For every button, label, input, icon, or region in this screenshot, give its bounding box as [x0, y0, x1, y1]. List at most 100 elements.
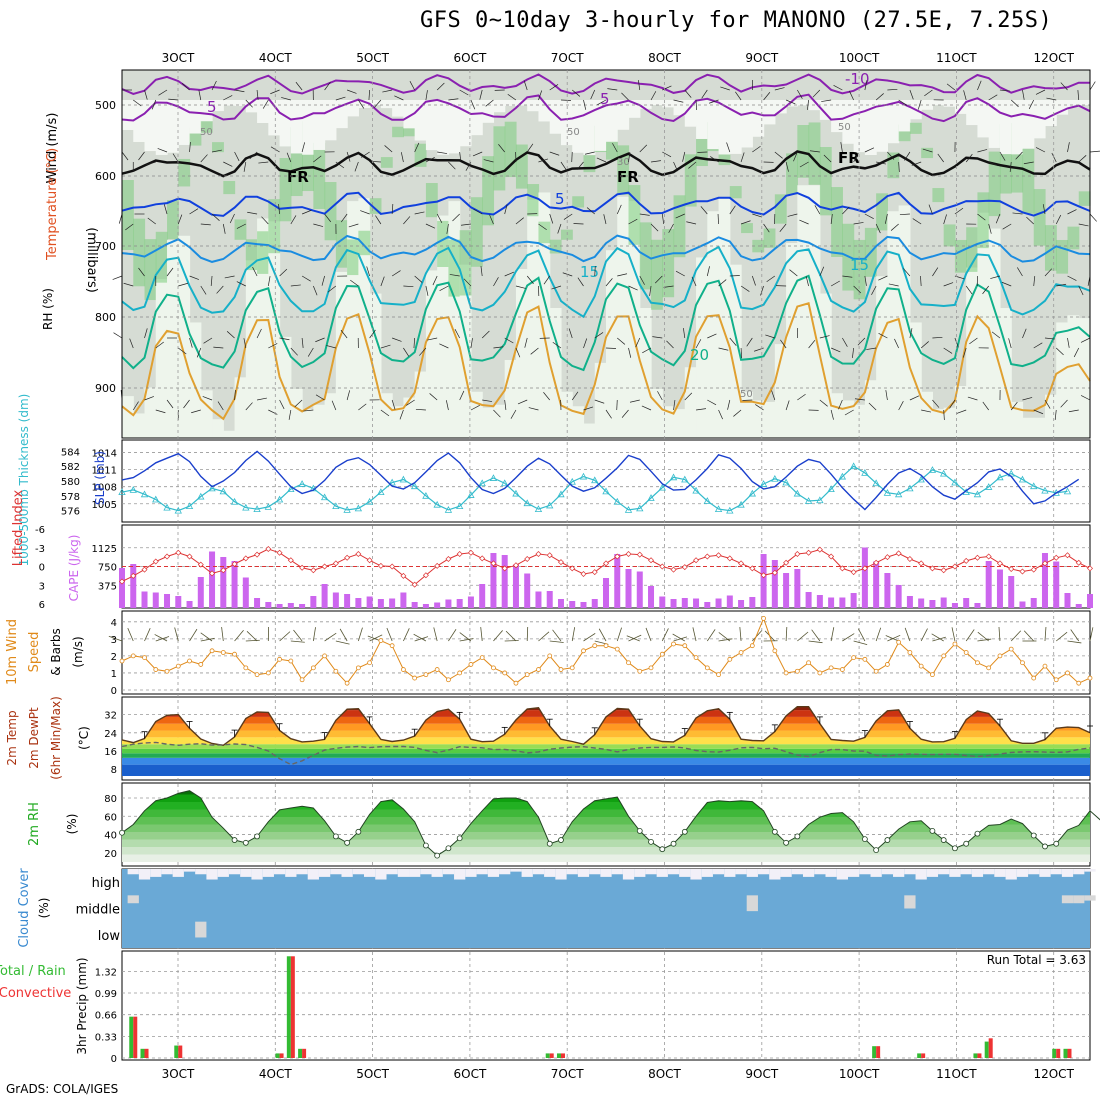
rh-plume [696, 257, 708, 438]
wind-barb [642, 347, 652, 354]
wind-speed-point [839, 667, 845, 672]
rh-upper [954, 100, 967, 114]
wind-barb [854, 398, 865, 401]
contour-label: 50 [567, 127, 580, 138]
cape-bar [546, 591, 553, 608]
wind-barb [538, 158, 549, 163]
cloud-clear-cell [341, 869, 353, 877]
rh-plume [1033, 417, 1046, 438]
rh-upper [752, 100, 765, 137]
temp-band [122, 706, 1090, 711]
wind-speed-point [873, 668, 879, 674]
rh-band [729, 186, 742, 199]
li-point [422, 572, 429, 579]
wind-speed-point [119, 658, 125, 664]
rh-upper [279, 100, 292, 147]
wind-speed-point [547, 653, 553, 659]
rh-upper [966, 100, 979, 126]
wind-speed-point [175, 663, 181, 669]
wind-barb [1080, 395, 1091, 401]
surface-wind-barb [583, 633, 596, 642]
rh-plume [459, 264, 472, 438]
wind-barb [203, 337, 213, 344]
wind-barb [563, 213, 573, 220]
rh-band [133, 218, 146, 287]
cloud-clear-cell [589, 869, 601, 875]
wind-speed-point [761, 616, 766, 621]
rh-band [358, 230, 371, 256]
cloud-clear-cell [881, 869, 894, 875]
cloud-clear-cell [352, 869, 364, 875]
cloud-clear-cell [926, 869, 939, 877]
wind-speed-point [513, 680, 519, 686]
wind-barb [202, 396, 213, 401]
wind-barb [898, 161, 900, 173]
thickness-point [332, 502, 340, 510]
rh-plume [482, 407, 495, 438]
wind-barb [639, 144, 648, 153]
cloud-clear-cell [667, 869, 680, 875]
wind-speed-point [671, 641, 676, 647]
wind-barb [718, 279, 727, 287]
thickness-point [343, 506, 351, 513]
wind-barb [436, 82, 445, 91]
ylabel-cape: CAPE (J/kg) [67, 535, 81, 602]
contour-label: 50 [200, 127, 213, 138]
thickness-point [534, 505, 543, 513]
rh-tick: 20 [104, 849, 117, 860]
thickness-point [714, 505, 723, 513]
wind-speed-point [333, 668, 339, 674]
thickness-point [804, 497, 813, 504]
wind-barb [911, 161, 922, 166]
wind-barb [780, 339, 787, 349]
cloud-clear-cell [724, 869, 736, 877]
wind-speed-point [220, 650, 226, 655]
temp-band [122, 757, 1090, 765]
li-point [704, 553, 711, 560]
surface-wind-barb [108, 635, 123, 642]
rh-plume [774, 344, 787, 438]
cape-bar [715, 598, 722, 608]
rh-band [279, 158, 292, 222]
thickness-point [782, 478, 790, 486]
surface-wind-barb [312, 627, 316, 642]
rh-band [122, 839, 1090, 847]
cape-bar [963, 598, 970, 608]
rh-band [572, 196, 585, 208]
thickness-point [197, 492, 205, 500]
wind-barb [917, 99, 922, 110]
precip-conv-bar [1067, 1048, 1072, 1058]
wind-barb [493, 277, 499, 287]
cloud-clear-cell [780, 869, 792, 877]
thickness-point [951, 478, 959, 486]
cloud-clear-cell [1061, 895, 1074, 904]
wind-barb [112, 275, 123, 280]
precip-total-bar [1052, 1048, 1057, 1058]
wind-barb [697, 151, 708, 153]
wind-barb [375, 215, 382, 225]
wind-barb [695, 408, 706, 411]
rh-upper [729, 100, 742, 154]
rh-band [831, 187, 843, 257]
wind-barb [571, 391, 579, 401]
rh-plume [380, 393, 393, 438]
date-label-bottom: 12OCT [1033, 1067, 1074, 1081]
wind-barb [279, 399, 285, 410]
cape-bar [254, 598, 261, 608]
li-point [670, 566, 677, 573]
precip-conv-bar [921, 1053, 926, 1058]
wind-barb [638, 80, 641, 91]
wind-barb [1023, 161, 1034, 165]
thickness-point [726, 506, 734, 514]
cloud-clear-cell [701, 869, 713, 877]
wind-barb [198, 90, 202, 101]
surface-wind-barb [932, 636, 946, 642]
surface-wind-barb [904, 627, 911, 642]
rh-point [861, 836, 868, 843]
thickness-point [129, 486, 137, 493]
li-point [895, 550, 902, 557]
wind-barb [890, 223, 899, 231]
surface-wind-barb [1070, 629, 1080, 642]
wind-speed-point [963, 650, 969, 655]
